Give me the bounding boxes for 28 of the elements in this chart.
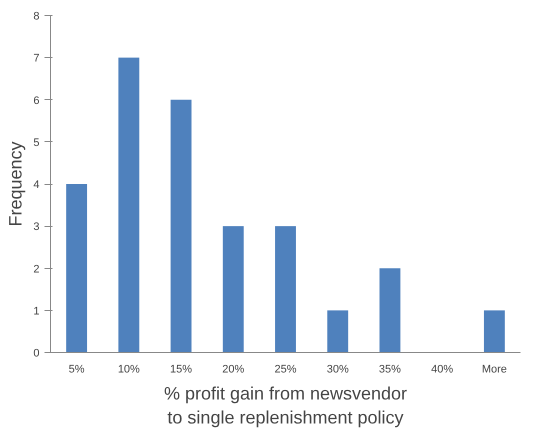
y-tick-label: 1 <box>33 305 40 318</box>
bar <box>484 310 505 352</box>
y-tick-label: 0 <box>33 348 40 360</box>
bar <box>380 268 400 352</box>
x-axis-title: % profit gain from newsvendor to single replenishment policy <box>164 384 408 428</box>
x-tick-label: 35% <box>378 364 402 376</box>
y-tick-label: 7 <box>33 52 40 65</box>
y-tick-label: 6 <box>33 94 40 107</box>
bar <box>170 100 192 352</box>
x-tick-label: 20% <box>222 364 245 376</box>
y-tick-label: 4 <box>33 179 40 191</box>
bar <box>327 310 348 352</box>
y-axis-title: Frequency <box>5 141 26 227</box>
y-tick-label: 8 <box>33 10 40 22</box>
bar <box>275 226 296 352</box>
x-tick-label: 30% <box>326 364 349 376</box>
x-tick-label: More <box>482 364 507 376</box>
bar <box>222 226 244 352</box>
y-tick-label: 3 <box>33 221 40 234</box>
x-tick-label: 5% <box>68 364 85 376</box>
x-tick-label: 40% <box>431 364 454 376</box>
y-tick-label: 5 <box>33 136 40 149</box>
bar <box>66 184 88 352</box>
bar <box>118 58 140 352</box>
y-tick-label: 2 <box>33 263 40 276</box>
x-tick-label: 10% <box>118 364 140 376</box>
x-tick-label: 15% <box>170 364 192 376</box>
x-tick-label: 25% <box>274 364 297 376</box>
